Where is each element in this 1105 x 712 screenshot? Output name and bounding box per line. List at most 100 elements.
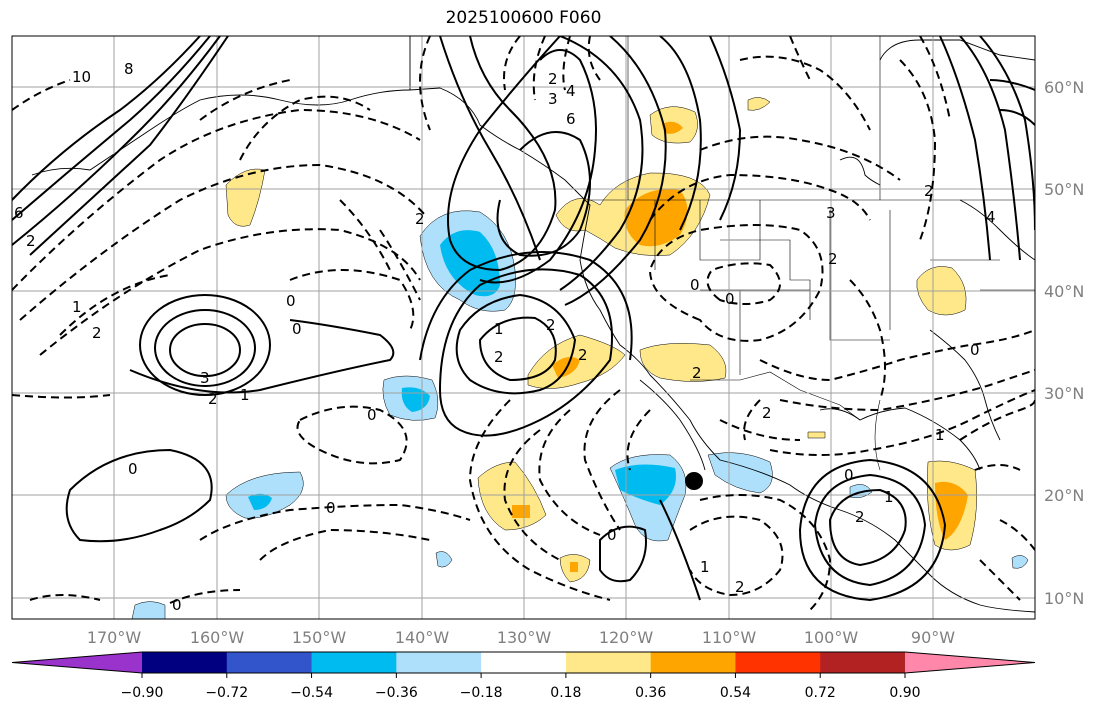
lon-label: 110°W [702, 628, 757, 647]
lat-label: 30°N [1044, 384, 1084, 403]
colorbar-tick-label: 0.72 [805, 685, 836, 701]
negative-anomaly-core [248, 493, 272, 510]
gridlines [12, 36, 1035, 619]
contour-label: 2 [494, 348, 504, 366]
lat-label: 10°N [1044, 589, 1084, 608]
contour-label: 3 [548, 90, 558, 108]
colorbar-tick-label: 0.36 [635, 685, 666, 701]
solid-contours [12, 36, 1035, 602]
colorbar-tick-label: 0.18 [550, 685, 581, 701]
colorbar-segment [142, 652, 228, 673]
positive-anomaly-area [807, 431, 826, 439]
positive-anomaly-core [935, 481, 968, 540]
lon-label: 150°W [292, 628, 347, 647]
contour-label: 2 [692, 364, 702, 382]
contour-label: 0 [286, 292, 296, 310]
positive-anomaly-area [225, 168, 266, 227]
lat-label: 60°N [1044, 78, 1084, 97]
positive-anomaly-area [639, 343, 727, 382]
colorbar-extend-min [12, 652, 142, 673]
positive-anomaly-area [747, 97, 771, 111]
map-frame [11, 35, 1036, 620]
contour-label: 2 [855, 508, 865, 526]
lon-label: 130°W [497, 628, 552, 647]
lon-label: 90°W [911, 628, 955, 647]
lat-label: 20°N [1044, 486, 1084, 505]
positive-anomaly-core [512, 505, 530, 518]
lon-label: 100°W [804, 628, 859, 647]
contour-label: 0 [128, 460, 138, 478]
contour-label: 0 [326, 499, 336, 517]
dashed-contours [12, 36, 1035, 611]
contour-label: 1 [494, 320, 504, 338]
contour-label: 0 [725, 290, 735, 308]
positive-anomaly-core [662, 121, 683, 134]
contour-label: 2 [828, 250, 838, 268]
colorbar-segment [820, 652, 906, 673]
contour-label: 1 [884, 488, 894, 506]
contour-label: 1 [240, 386, 250, 404]
positive-anomaly-area [477, 461, 547, 531]
contour-label: 10 [72, 68, 91, 86]
contour-label: 2 [26, 232, 36, 250]
contour-label: 0 [367, 406, 377, 424]
contour-label: 2 [924, 182, 934, 200]
colorbar-segment [396, 652, 482, 673]
contour-label: 2 [762, 404, 772, 422]
contour-label: 3 [200, 369, 210, 387]
colorbar-segment [650, 652, 736, 673]
latitude-axis: 60°N 50°N 40°N 30°N 20°N 10°N [1044, 78, 1084, 608]
negative-anomaly-area [435, 551, 453, 568]
contour-label: 2 [546, 316, 556, 334]
colorbar-segment [311, 652, 397, 673]
contour-label: 6 [14, 204, 24, 222]
contour-label: 0 [690, 276, 700, 294]
negative-anomaly-area [1011, 555, 1029, 569]
colorbar-segment [565, 652, 652, 673]
contour-label: 0 [970, 341, 980, 359]
colorbar-tick-label: −0.18 [460, 685, 503, 701]
positive-anomaly-core [624, 189, 688, 247]
colorbar-segment [481, 652, 567, 673]
colorbar-segment [735, 652, 821, 673]
chart-title: 2025100600 F060 [445, 8, 602, 28]
colorbar-tick-label: −0.90 [121, 685, 164, 701]
colorbar-segment [226, 652, 313, 673]
lon-label: 160°W [190, 628, 245, 647]
contour-label: 1 [72, 298, 82, 316]
colorbar-extend-max [905, 652, 1035, 673]
political-borders [590, 36, 1035, 471]
contour-label: 1 [700, 558, 710, 576]
contour-labels: 10 8 6 2 1 2 3 2 1 0 0 0 0 0 2 3 4 6 2 1… [14, 60, 996, 614]
storm-center-marker [685, 472, 703, 490]
colorbar-tick-label: 0.54 [720, 685, 751, 701]
contour-label: 0 [172, 596, 182, 614]
lon-label: 140°W [395, 628, 450, 647]
positive-anomaly-core [570, 562, 578, 572]
negative-anomaly-area [131, 601, 166, 619]
contour-label: 3 [826, 204, 836, 222]
contour-label: 2 [208, 390, 218, 408]
contour-label: 2 [548, 70, 558, 88]
colorbar-tick-label: −0.72 [205, 685, 248, 701]
longitude-axis: 170°W 160°W 150°W 140°W 130°W 120°W 110°… [87, 628, 955, 647]
contour-label: 2 [735, 578, 745, 596]
contour-label: 2 [92, 324, 102, 342]
contour-label: 0 [844, 466, 854, 484]
lat-label: 40°N [1044, 282, 1084, 301]
contour-label: 0 [292, 320, 302, 338]
contour-label: 4 [986, 208, 996, 226]
colorbar-tick-label: −0.54 [290, 685, 333, 701]
contour-label: 6 [566, 110, 576, 128]
contour-label: 4 [566, 82, 576, 100]
coastlines [31, 36, 1035, 613]
contour-label: 1 [935, 426, 945, 444]
lon-label: 120°W [599, 628, 654, 647]
colorbar-tick-label: −0.36 [375, 685, 418, 701]
colorbar: −0.90 −0.72 −0.54 −0.36 −0.18 0.18 0.36 0.54 0.7… [11, 651, 1036, 701]
lat-label: 50°N [1044, 180, 1084, 199]
contour-label: 2 [578, 346, 588, 364]
contour-label: 8 [124, 60, 134, 78]
contour-label: 0 [607, 526, 617, 544]
